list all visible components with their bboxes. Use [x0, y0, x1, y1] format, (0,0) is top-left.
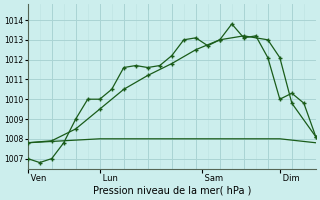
X-axis label: Pression niveau de la mer( hPa ): Pression niveau de la mer( hPa )	[92, 186, 251, 196]
